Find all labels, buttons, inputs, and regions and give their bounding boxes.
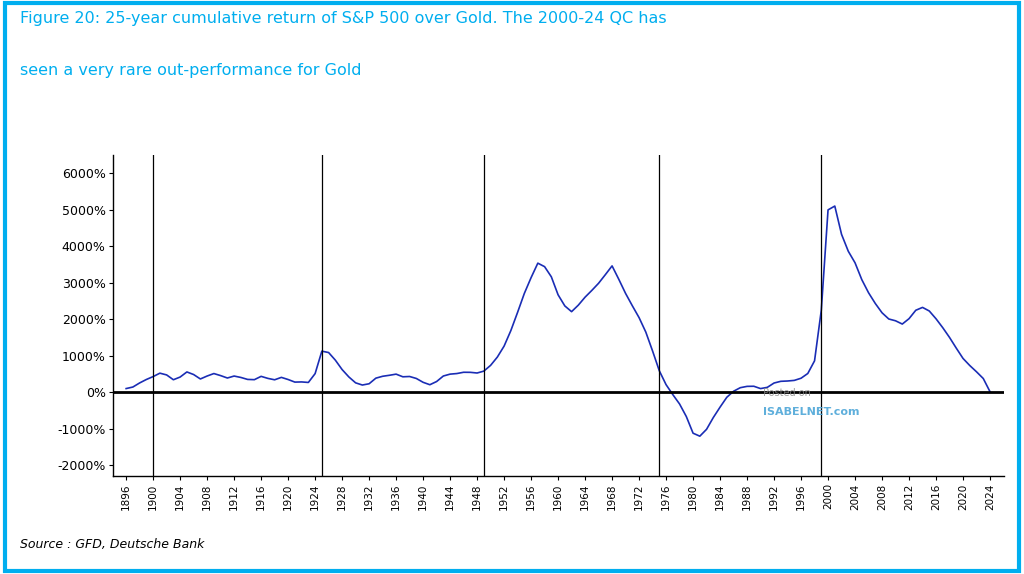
- Text: seen a very rare out-performance for Gold: seen a very rare out-performance for Gol…: [20, 63, 361, 78]
- Text: ISABELNET.com: ISABELNET.com: [763, 407, 859, 417]
- Text: Posted on: Posted on: [763, 388, 811, 398]
- Text: Source : GFD, Deutsche Bank: Source : GFD, Deutsche Bank: [20, 538, 205, 551]
- Text: Figure 20: 25-year cumulative return of S&P 500 over Gold. The 2000-24 QC has: Figure 20: 25-year cumulative return of …: [20, 11, 667, 26]
